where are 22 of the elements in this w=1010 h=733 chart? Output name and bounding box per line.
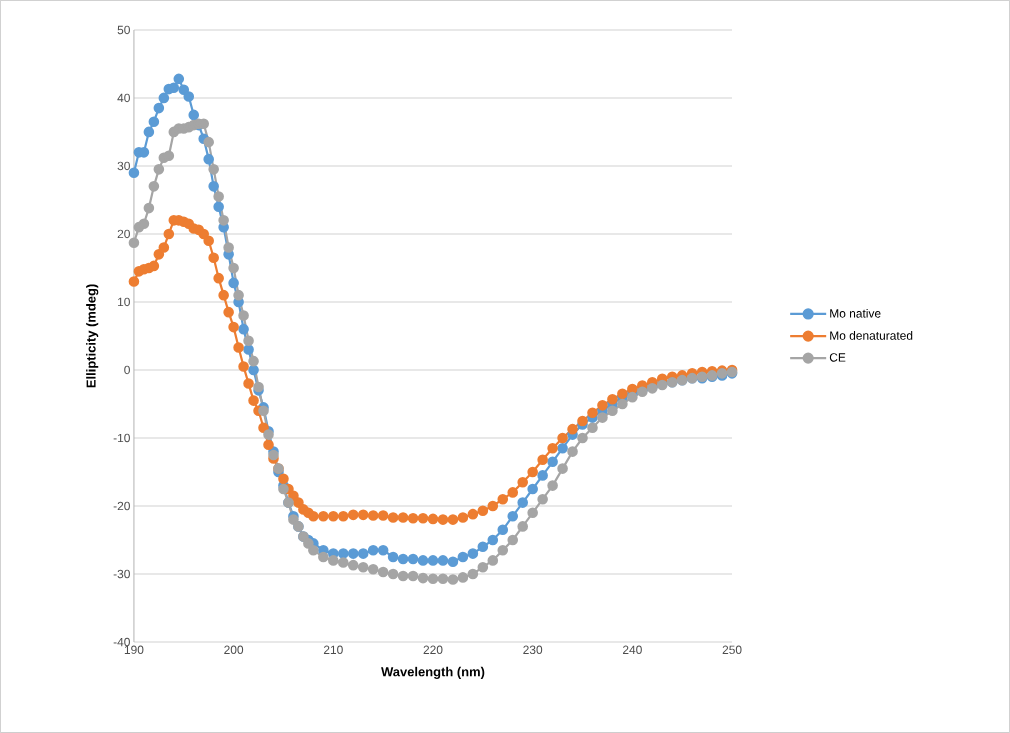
legend-label: Mo native <box>830 308 881 318</box>
legend-label: CE <box>829 353 846 362</box>
y-tick-label: 40 <box>117 93 130 103</box>
y-tick-label: 0 <box>124 365 130 375</box>
y-tick-label: -20 <box>113 501 130 511</box>
y-tick-label: 30 <box>117 161 130 171</box>
y-tick-label: 50 <box>117 25 130 35</box>
x-tick-label: 200 <box>224 645 244 655</box>
x-tick-label: 250 <box>722 645 742 655</box>
y-tick-label: 20 <box>117 229 130 239</box>
y-tick-label: -30 <box>113 569 130 579</box>
y-tick-label: -40 <box>113 637 130 647</box>
y-axis-title: Ellipticity (mdeg) <box>86 284 99 388</box>
y-tick-label: -10 <box>113 433 130 443</box>
x-tick-label: 210 <box>323 645 343 655</box>
legend-label: Mo denaturated <box>830 331 913 340</box>
y-tick-label: 10 <box>118 297 130 307</box>
x-tick-label: 190 <box>124 645 144 655</box>
x-axis-title: Wavelength (nm) <box>381 666 485 680</box>
x-tick-label: 240 <box>622 645 642 655</box>
x-tick-label: 230 <box>523 645 543 655</box>
x-tick-label: 220 <box>423 645 443 655</box>
